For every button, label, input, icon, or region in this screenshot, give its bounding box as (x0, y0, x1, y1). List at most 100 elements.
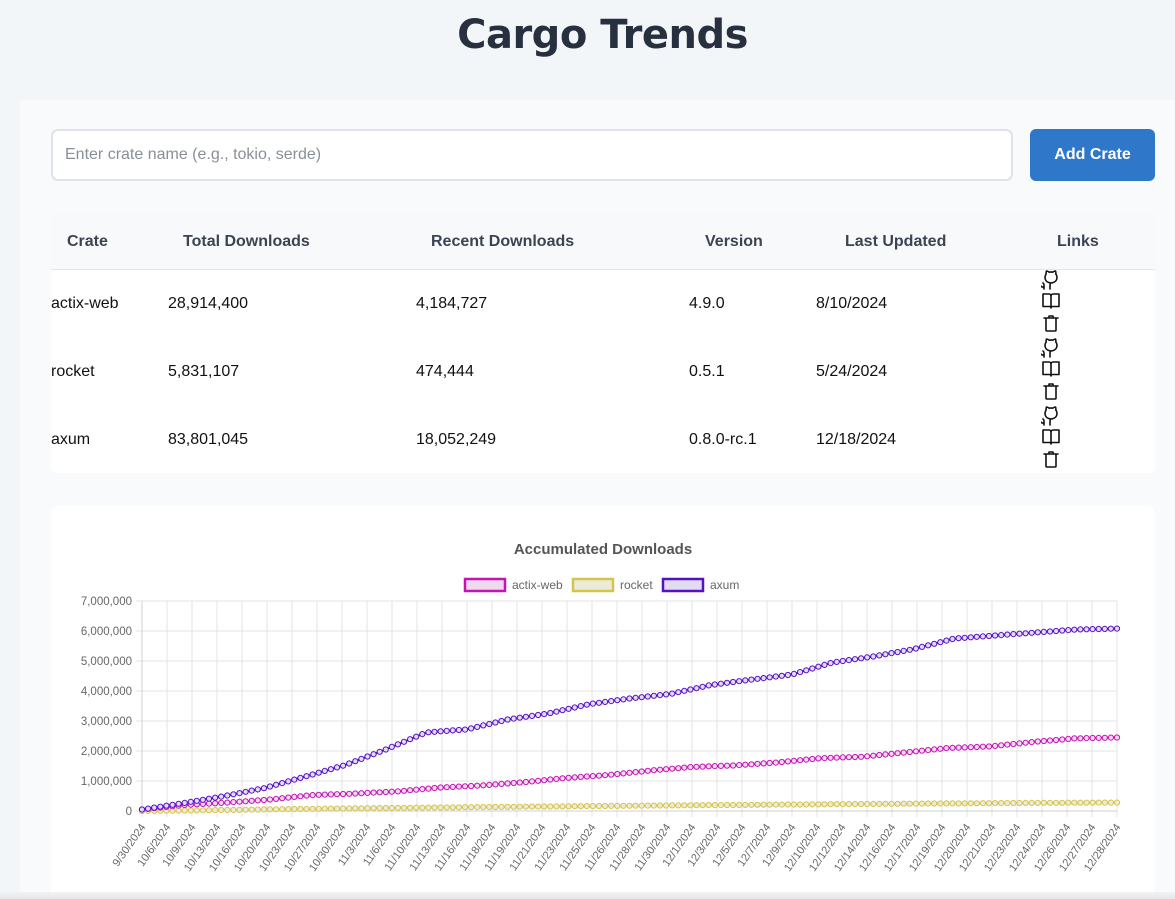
data-point (644, 767, 651, 774)
github-icon[interactable] (1041, 337, 1061, 358)
data-point (230, 806, 237, 813)
data-point (1028, 739, 1035, 746)
data-point (474, 804, 481, 811)
data-point (352, 790, 359, 797)
data-point (699, 763, 706, 770)
delete-trash-icon[interactable] (1041, 449, 1061, 469)
legend-item: actix-web (463, 577, 563, 593)
data-point (906, 748, 913, 756)
data-point (468, 782, 475, 790)
data-point (912, 748, 920, 755)
total-downloads: 28,914,400 (168, 295, 249, 312)
data-point (858, 753, 865, 760)
data-point (388, 804, 395, 812)
data-point (943, 637, 950, 644)
data-point (437, 804, 444, 811)
data-point (656, 692, 664, 699)
data-point (723, 801, 731, 809)
data-point (687, 686, 694, 693)
data-point (1095, 625, 1102, 633)
last-updated: 12/18/2024 (816, 431, 897, 448)
data-point (425, 785, 432, 792)
data-point (1053, 627, 1060, 635)
data-point (559, 707, 566, 714)
data-point (309, 771, 316, 778)
data-point (1022, 739, 1029, 746)
data-point (1089, 734, 1096, 742)
data-point (608, 802, 615, 809)
data-point (571, 803, 578, 810)
data-point (687, 802, 694, 809)
y-tick-label: 4,000,000 (81, 686, 132, 698)
data-point (443, 727, 450, 734)
github-icon[interactable] (1041, 405, 1061, 426)
y-tick-label: 7,000,000 (81, 596, 132, 608)
docs-book-icon[interactable] (1041, 427, 1061, 447)
data-point (431, 804, 438, 811)
github-icon[interactable] (1041, 269, 1061, 290)
data-point (961, 634, 968, 641)
data-point (845, 754, 853, 761)
data-point (851, 753, 859, 761)
data-point (565, 774, 572, 781)
data-point (620, 770, 627, 777)
data-point (675, 689, 682, 696)
data-point (528, 712, 536, 719)
data-point (486, 781, 493, 788)
data-point (254, 786, 261, 793)
data-point (827, 801, 834, 808)
data-point (595, 699, 603, 706)
data-point (681, 687, 688, 694)
data-point (608, 698, 615, 705)
legend-label: axum (710, 578, 739, 592)
data-point (949, 635, 956, 643)
data-point (297, 774, 304, 781)
data-point (1046, 799, 1054, 806)
y-tick-label: 3,000,000 (81, 716, 132, 728)
data-point (766, 674, 773, 681)
data-point (498, 803, 505, 810)
data-point (1034, 629, 1041, 636)
data-point (955, 744, 962, 751)
add-crate-button[interactable]: Add Crate (1030, 129, 1155, 181)
delete-trash-icon[interactable] (1041, 381, 1061, 401)
data-point (492, 803, 499, 811)
data-point (437, 784, 444, 791)
data-point (790, 670, 798, 677)
header-crate: Crate (67, 233, 108, 250)
total-downloads: 5,831,107 (168, 363, 240, 380)
docs-book-icon[interactable] (1041, 291, 1061, 311)
data-point (650, 692, 658, 699)
data-point (1083, 799, 1090, 806)
data-point (864, 654, 871, 661)
data-point (797, 757, 804, 764)
data-point (723, 679, 731, 686)
data-point (589, 773, 597, 780)
data-point (699, 802, 706, 809)
data-point (455, 804, 462, 811)
data-point (291, 805, 298, 813)
data-point (839, 754, 846, 761)
data-point (1040, 799, 1048, 806)
data-point (571, 704, 578, 711)
links-cell (1041, 337, 1063, 405)
data-point (577, 703, 584, 710)
data-point (535, 711, 542, 719)
data-point (358, 805, 365, 812)
data-point (784, 671, 792, 679)
data-point (876, 652, 883, 659)
data-point (1059, 736, 1066, 743)
data-point (1016, 630, 1023, 637)
links-cell (1041, 269, 1063, 337)
data-point (333, 791, 341, 798)
docs-book-icon[interactable] (1041, 359, 1061, 379)
data-point (145, 805, 152, 812)
data-point (474, 782, 481, 789)
data-point (260, 785, 267, 792)
delete-trash-icon[interactable] (1041, 313, 1061, 333)
crate-search-input[interactable] (51, 129, 1013, 181)
data-point (742, 677, 749, 684)
y-tick-label: 6,000,000 (81, 626, 132, 638)
data-point (370, 789, 377, 796)
data-point (858, 800, 865, 808)
